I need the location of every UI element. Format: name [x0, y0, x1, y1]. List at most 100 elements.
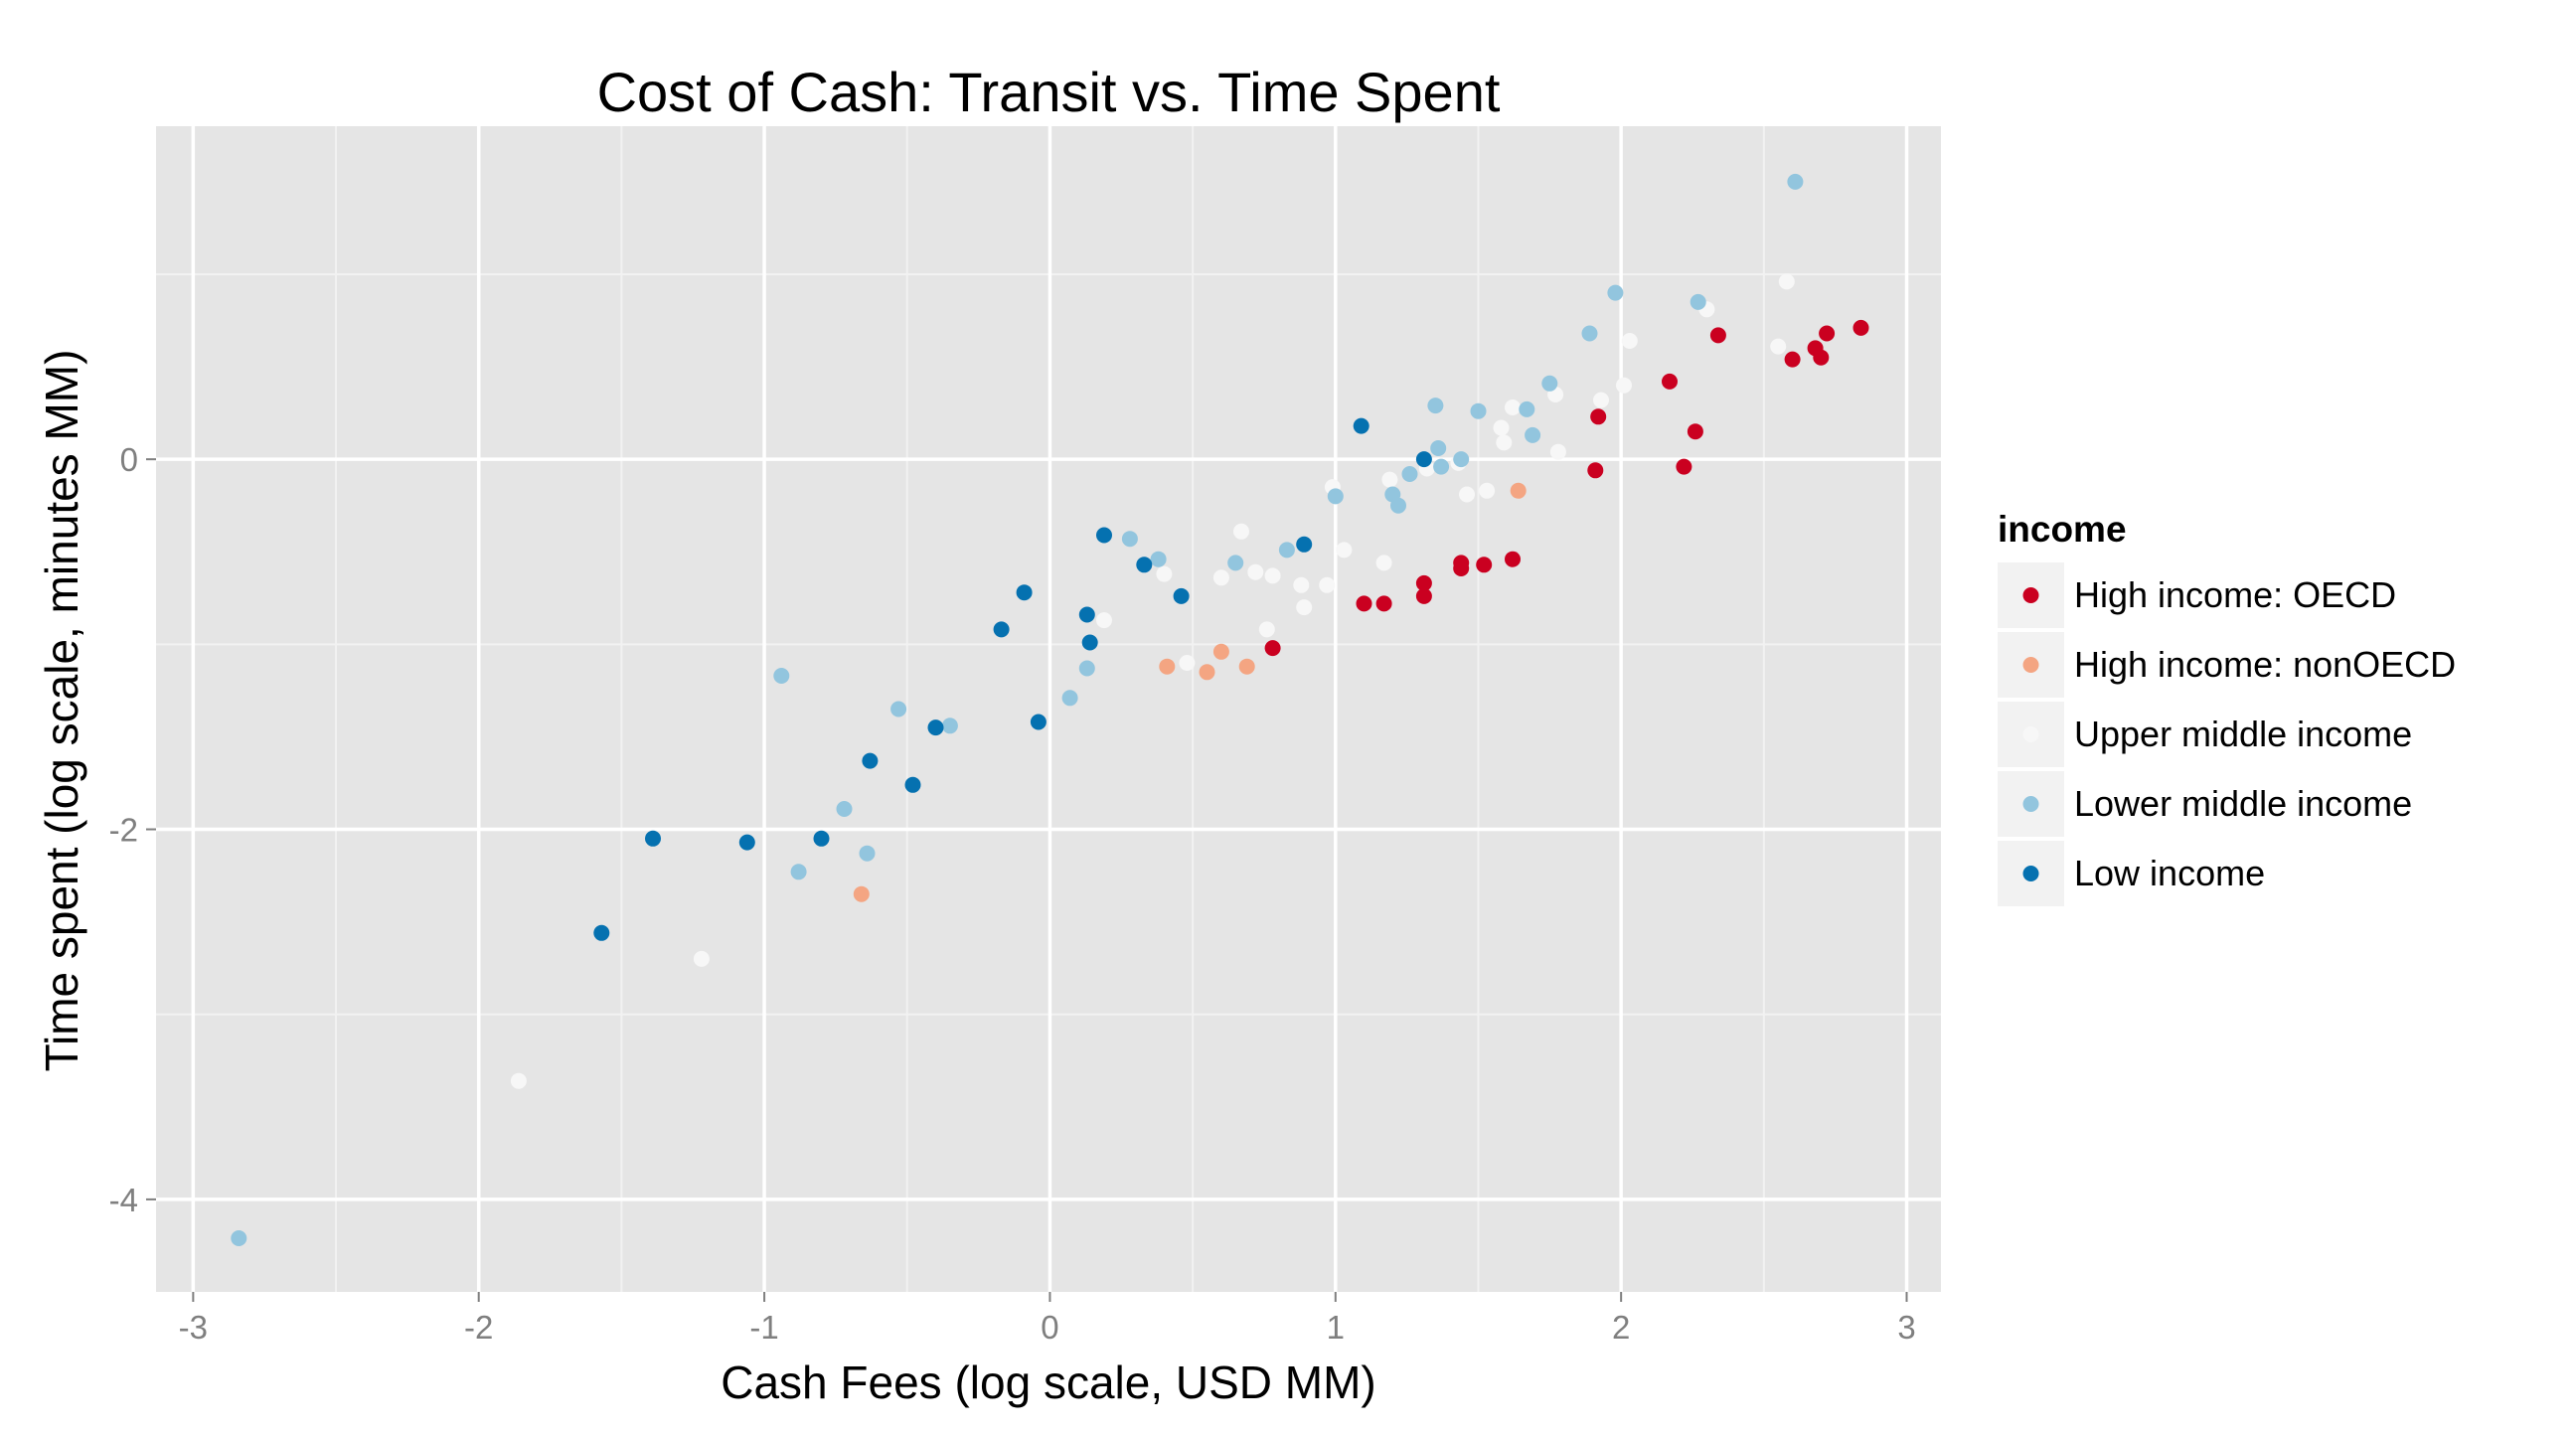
data-point-s0 — [1415, 574, 1432, 591]
y-tick-label: -4 — [109, 1182, 138, 1218]
x-axis-label: Cash Fees (log scale, USD MM) — [721, 1356, 1376, 1408]
data-point-s2 — [1296, 599, 1313, 616]
data-point-s3 — [790, 864, 807, 880]
data-point-s2 — [1264, 567, 1281, 584]
data-point-s3 — [1607, 284, 1624, 301]
chart-title: Cost of Cash: Transit vs. Time Spent — [597, 61, 1501, 123]
data-point-s4 — [1096, 527, 1112, 544]
data-point-s3 — [1121, 531, 1138, 548]
y-tick-label: 0 — [120, 441, 138, 478]
data-point-s0 — [1453, 560, 1470, 576]
data-point-s3 — [1078, 660, 1095, 677]
data-point-s1 — [1159, 658, 1176, 675]
data-point-s3 — [1401, 466, 1418, 482]
data-point-s0 — [1676, 458, 1692, 475]
data-point-s0 — [1590, 408, 1607, 425]
data-point-s4 — [738, 834, 755, 851]
data-point-s2 — [1493, 419, 1510, 436]
data-point-s3 — [1525, 426, 1541, 443]
data-point-s2 — [1381, 471, 1398, 488]
data-point-s0 — [1852, 319, 1869, 336]
legend-marker — [2022, 587, 2039, 603]
data-point-s2 — [1375, 555, 1392, 571]
data-point-s0 — [1709, 327, 1726, 344]
data-point-s2 — [1459, 486, 1475, 503]
data-point-s3 — [1327, 488, 1344, 505]
data-point-s3 — [1427, 398, 1444, 414]
data-point-s2 — [1247, 563, 1264, 580]
y-axis-label: Time spent (log scale, minutes MM) — [36, 350, 87, 1072]
data-point-s1 — [1238, 658, 1255, 675]
data-point-s3 — [1061, 690, 1078, 707]
legend-label: Lower middle income — [2074, 783, 2412, 824]
data-point-s3 — [1150, 551, 1167, 567]
data-point-s4 — [1081, 634, 1098, 651]
data-point-s3 — [231, 1230, 247, 1246]
data-point-s2 — [1593, 392, 1609, 408]
data-point-s0 — [1662, 373, 1678, 390]
x-tick-label: -2 — [464, 1309, 493, 1346]
data-point-s0 — [1356, 595, 1372, 612]
axes: -3 -2 -1 0 1 2 3 -4 -2 0 — [109, 441, 1916, 1346]
data-point-s0 — [1264, 640, 1281, 657]
data-point-s3 — [1430, 440, 1447, 456]
data-point-s3 — [890, 701, 907, 718]
data-point-s2 — [510, 1072, 527, 1089]
x-tick-label: 3 — [1897, 1309, 1915, 1346]
x-tick-label: -1 — [749, 1309, 778, 1346]
data-point-s3 — [859, 845, 876, 862]
data-point-s4 — [1016, 584, 1033, 601]
data-point-s4 — [1415, 451, 1432, 468]
data-point-s2 — [1233, 523, 1249, 540]
data-point-s3 — [1433, 458, 1450, 475]
data-point-s0 — [1375, 595, 1392, 612]
data-point-s1 — [1199, 664, 1215, 681]
data-point-s4 — [1353, 417, 1369, 434]
data-point-s3 — [1519, 400, 1535, 417]
data-point-s2 — [1258, 621, 1275, 638]
data-point-s4 — [862, 752, 879, 769]
data-point-s4 — [904, 776, 921, 793]
data-point-s2 — [1616, 377, 1632, 394]
data-point-s3 — [1541, 375, 1558, 392]
data-point-s1 — [1212, 643, 1229, 660]
data-point-s4 — [1296, 536, 1313, 553]
data-point-s4 — [1078, 606, 1095, 623]
legend-label: High income: OECD — [2074, 574, 2396, 615]
y-tick-label: -2 — [109, 812, 138, 849]
data-point-s3 — [1581, 325, 1598, 342]
x-tick-label: 1 — [1327, 1309, 1345, 1346]
x-tick-label: -3 — [179, 1309, 208, 1346]
data-point-s2 — [1336, 542, 1353, 558]
data-point-s2 — [1778, 273, 1795, 290]
data-point-s0 — [1505, 551, 1521, 567]
data-point-s0 — [1687, 423, 1703, 440]
legend-title: income — [1998, 509, 2127, 550]
data-point-s3 — [1787, 173, 1804, 190]
data-point-s4 — [993, 621, 1010, 638]
legend-marker — [2022, 726, 2039, 742]
data-point-s2 — [1212, 569, 1229, 586]
data-point-s3 — [1278, 542, 1295, 558]
data-point-s4 — [1136, 557, 1153, 573]
legend-marker — [2022, 866, 2039, 881]
data-point-s3 — [836, 801, 853, 817]
data-point-s3 — [941, 718, 958, 734]
data-point-s4 — [927, 719, 944, 736]
x-tick-label: 2 — [1612, 1309, 1630, 1346]
data-point-s2 — [1496, 434, 1513, 451]
data-point-s4 — [593, 924, 610, 941]
data-point-s3 — [1453, 451, 1470, 468]
data-point-s4 — [813, 830, 830, 847]
data-point-s2 — [1479, 482, 1496, 499]
data-point-s0 — [1476, 557, 1493, 573]
legend: income High income: OECD High income: non… — [1998, 509, 2456, 906]
data-point-s3 — [1390, 497, 1406, 514]
data-point-s4 — [1173, 587, 1190, 604]
data-point-s2 — [1770, 338, 1787, 355]
data-point-s2 — [1156, 565, 1173, 582]
data-point-s0 — [1813, 349, 1830, 366]
data-point-s0 — [1415, 587, 1432, 604]
